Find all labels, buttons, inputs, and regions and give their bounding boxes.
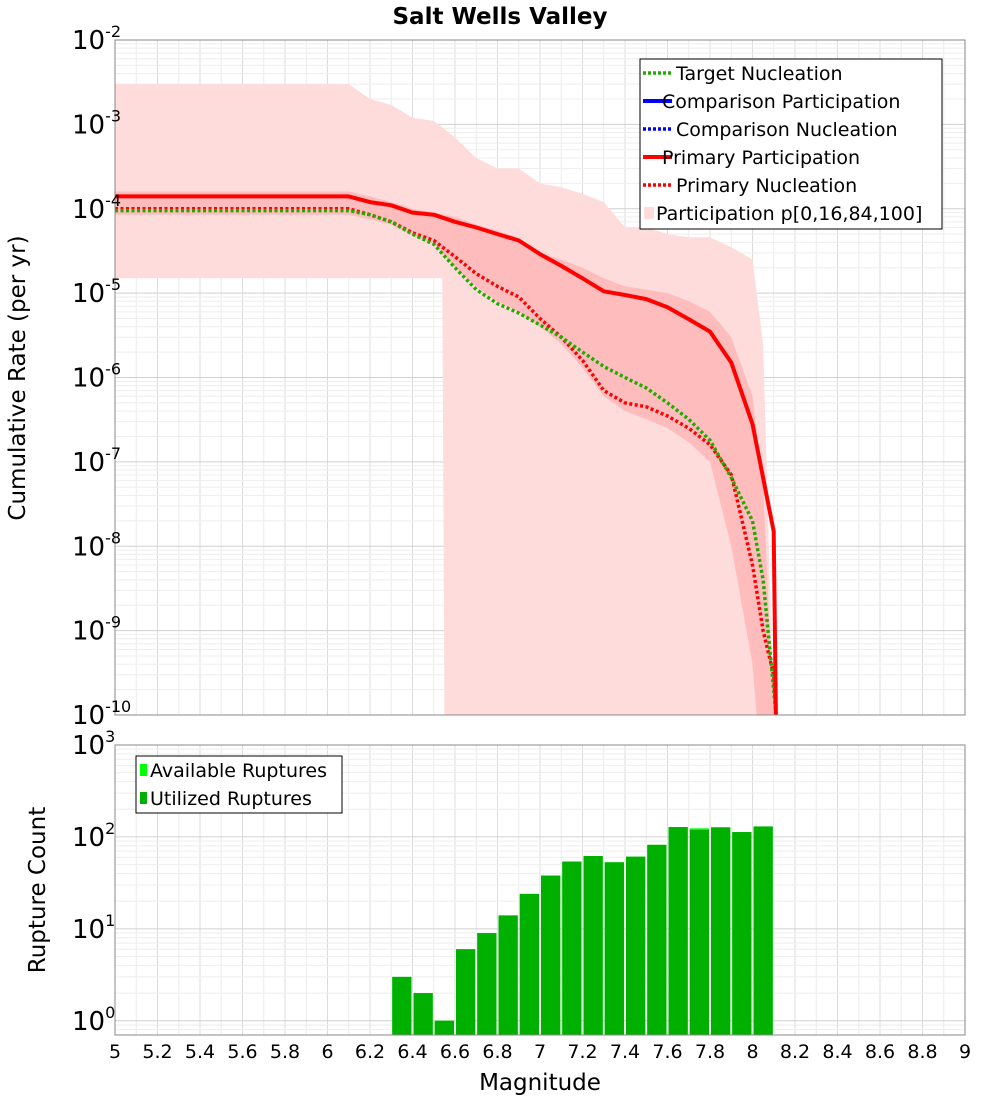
y-tick-label: 10-2 (72, 22, 121, 56)
utilized-bar (668, 827, 688, 1035)
legend-label: Available Ruptures (150, 760, 327, 782)
y-tick-label: 10-5 (72, 275, 121, 309)
utilized-bar (647, 844, 667, 1035)
bottom-y-tick-labels: 100 101 102 103 (72, 727, 115, 1037)
utilized-bar (434, 1020, 454, 1035)
x-tick-label: 5.2 (142, 1041, 172, 1063)
utilized-bar (604, 862, 624, 1035)
x-axis-label: Magnitude (479, 1070, 601, 1096)
x-tick-label: 9 (959, 1041, 971, 1063)
participation-band (115, 84, 965, 716)
y-tick-label: 10-4 (72, 191, 121, 225)
x-tick-label: 5.4 (185, 1041, 215, 1063)
utilized-bar (498, 915, 518, 1035)
x-tick-label: 7.2 (567, 1041, 597, 1063)
x-tick-labels: 5 5.2 5.4 5.6 5.8 6 6.2 6.4 6.6 6.8 7 7.2 7.4 7.6 7.8 8… (109, 1041, 971, 1063)
bottom-plot-frame (114, 744, 966, 1036)
x-tick-label: 7.8 (695, 1041, 725, 1063)
legend-swatch (644, 207, 654, 219)
x-tick-label: 6.6 (440, 1041, 470, 1063)
legend-label: Comparison Nucleation (676, 119, 898, 141)
x-tick-label: 5.8 (270, 1041, 300, 1063)
series-target-nucleation (115, 208, 778, 716)
x-tick-label: 5.6 (227, 1041, 257, 1063)
x-tick-label: 7.4 (610, 1041, 640, 1063)
rupture-count-bars (392, 826, 773, 1035)
rate-curves (115, 194, 778, 716)
utilized-bar (732, 832, 752, 1035)
x-tick-label: 6.4 (397, 1041, 427, 1063)
series-primary-participation (115, 194, 778, 716)
legend-box (135, 755, 343, 814)
utilized-bar (711, 827, 731, 1035)
utilized-bar (541, 875, 561, 1035)
x-tick-label: 8.6 (865, 1041, 895, 1063)
y-tick-label: 100 (72, 1003, 115, 1037)
chart-title: Salt Wells Valley (392, 4, 607, 30)
utilized-bar (626, 856, 646, 1035)
y-tick-label: 103 (72, 727, 115, 761)
utilized-bar (689, 829, 709, 1035)
legend-swatch (140, 764, 147, 776)
legend-label: Target Nucleation (675, 63, 843, 85)
bottom-legend: Available Ruptures Utilized Ruptures (135, 755, 343, 814)
x-tick-label: 6.2 (355, 1041, 385, 1063)
top-y-axis-label: Cumulative Rate (per yr) (5, 235, 31, 520)
top-plot-frame (114, 39, 966, 716)
bottom-y-axis-label: Rupture Count (25, 807, 51, 973)
legend-label: Comparison Participation (662, 91, 900, 113)
legend-label: Utilized Ruptures (150, 788, 312, 810)
utilized-bar (519, 893, 539, 1035)
utilized-bar (583, 856, 603, 1035)
utilized-bar (753, 826, 773, 1035)
legend-box (639, 58, 943, 230)
y-tick-label: 10-8 (72, 528, 121, 562)
y-tick-label: 10-10 (72, 697, 131, 731)
y-tick-label: 10-3 (72, 106, 121, 140)
y-tick-label: 10-9 (72, 613, 121, 647)
x-tick-label: 8 (746, 1041, 758, 1063)
x-tick-label: 6 (321, 1041, 333, 1063)
top-y-tick-labels: 10-10 10-9 10-8 10-7 10-6 10-5 10-4 10-3 10-2 (72, 22, 131, 731)
x-tick-label: 8.8 (907, 1041, 937, 1063)
y-tick-label: 10-6 (72, 360, 121, 394)
y-tick-label: 10-7 (72, 444, 121, 478)
utilized-bar (456, 949, 476, 1035)
x-tick-label: 7 (534, 1041, 546, 1063)
legend-label: Participation p[0,16,84,100] (656, 203, 922, 225)
legend-label: Primary Nucleation (676, 175, 857, 197)
utilized-bar (413, 993, 433, 1035)
top-legend: Target Nucleation Comparison Participatio… (639, 58, 943, 230)
legend-label: Primary Participation (662, 147, 860, 169)
utilized-bar (477, 933, 497, 1035)
x-tick-label: 5 (109, 1041, 121, 1063)
x-tick-label: 8.2 (780, 1041, 810, 1063)
band-p16-p84 (115, 191, 774, 715)
x-tick-label: 7.6 (652, 1041, 682, 1063)
y-tick-label: 101 (72, 911, 115, 945)
y-tick-label: 102 (72, 819, 115, 853)
x-tick-label: 6.8 (482, 1041, 512, 1063)
x-tick-label: 8.4 (822, 1041, 852, 1063)
legend-swatch (140, 792, 147, 804)
utilized-bar (392, 976, 412, 1035)
utilized-bar (562, 861, 582, 1035)
